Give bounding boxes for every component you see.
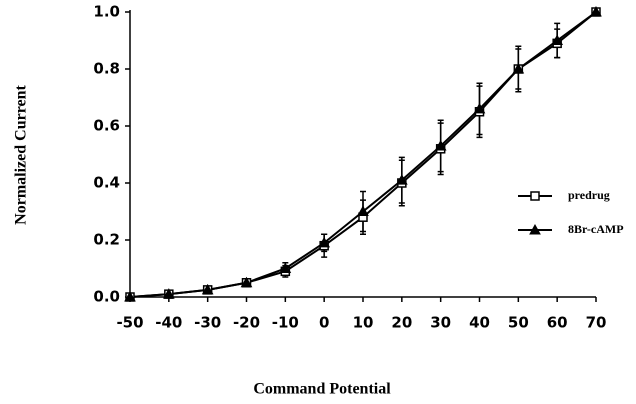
y-tick-label: 1.0 xyxy=(93,3,120,21)
x-tick-label: -40 xyxy=(155,314,182,332)
marker xyxy=(395,174,408,185)
marker xyxy=(318,236,331,248)
x-tick-label: 30 xyxy=(430,314,451,332)
marker xyxy=(162,288,175,299)
legend-marker xyxy=(530,191,540,201)
x-tick-label: 10 xyxy=(353,314,374,332)
marker xyxy=(434,139,447,151)
x-tick-label: 50 xyxy=(508,314,529,332)
marker xyxy=(201,283,214,295)
marker xyxy=(124,290,136,302)
marker xyxy=(473,102,486,114)
x-tick-label: -30 xyxy=(194,314,221,332)
x-tick-label: -50 xyxy=(116,314,143,332)
y-tick-label: 0.8 xyxy=(93,60,120,78)
legend-label: 8Br-cAMP xyxy=(568,222,624,236)
marker xyxy=(240,276,253,288)
x-tick-label: 20 xyxy=(391,314,412,332)
y-tick-label: 0.2 xyxy=(93,231,120,249)
x-tick-label: -10 xyxy=(272,314,299,332)
series-line xyxy=(129,11,597,298)
y-axis-label: Normalized Current xyxy=(13,84,30,224)
x-tick-label: 70 xyxy=(586,314,607,332)
x-axis-label: Command Potential xyxy=(253,381,391,398)
x-tick-label: 40 xyxy=(469,314,490,332)
y-tick-label: 0.4 xyxy=(93,174,120,192)
y-tick-label: 0.6 xyxy=(93,117,120,135)
legend-label: predrug xyxy=(568,188,610,202)
x-tick-label: 0 xyxy=(319,314,329,332)
x-tick-label: -20 xyxy=(233,314,260,332)
series-line xyxy=(129,11,597,298)
marker xyxy=(590,5,602,17)
legend-marker xyxy=(529,223,541,235)
marker xyxy=(512,62,525,74)
y-tick-label: 0.0 xyxy=(93,288,120,306)
x-tick-label: 60 xyxy=(547,314,568,332)
marker xyxy=(551,34,564,45)
marker xyxy=(357,205,369,216)
marker xyxy=(279,262,292,273)
